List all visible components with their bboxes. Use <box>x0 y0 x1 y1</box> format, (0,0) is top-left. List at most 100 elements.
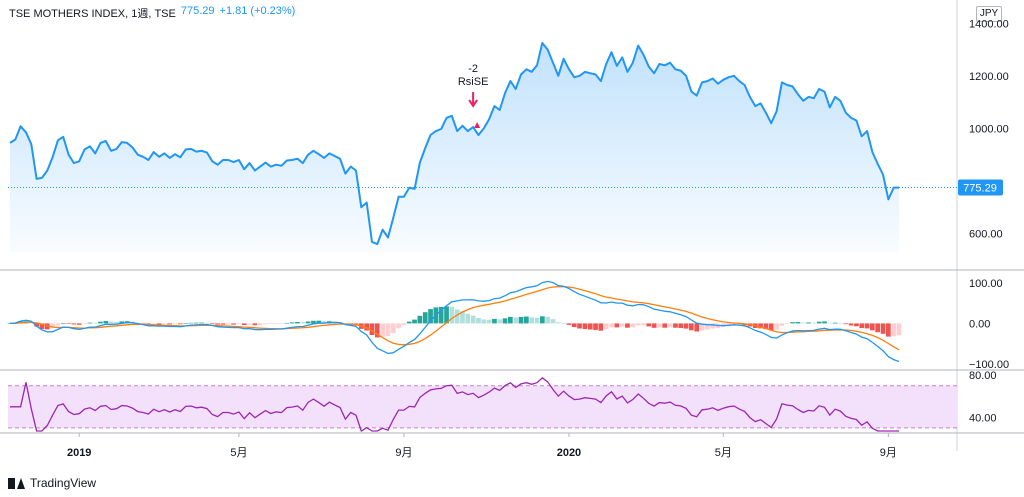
macd-histogram-bar <box>215 323 220 325</box>
macd-histogram-bar <box>593 323 598 330</box>
macd-histogram-bar <box>412 319 417 324</box>
macd-histogram-bar <box>60 323 66 324</box>
macd-histogram-bar <box>28 322 34 324</box>
macd-histogram-bar <box>598 323 604 331</box>
macd-histogram-bar <box>444 306 449 324</box>
macd-histogram-bar <box>550 319 556 324</box>
macd-histogram-bar <box>891 323 896 337</box>
macd-histogram-bar <box>577 323 582 329</box>
chart-canvas[interactable]: 775.29 600.00 1000.00 1200.00 1400.00 -2RsiSE… <box>0 0 1024 472</box>
macd-histogram-bar <box>524 316 529 324</box>
macd-histogram-bar <box>279 323 284 324</box>
macd-histogram-bar <box>167 323 172 325</box>
macd-histogram-bar <box>864 323 870 329</box>
rsi-line[interactable] <box>10 377 899 432</box>
macd-histogram-bar <box>854 323 859 327</box>
macd-histogram-bar <box>7 323 13 324</box>
annotation-count: -2 <box>468 63 478 75</box>
macd-histogram-bar <box>614 323 620 328</box>
macd-histogram-bar <box>806 322 811 324</box>
price-axis-tick: 600.00 <box>969 229 1003 241</box>
macd-histogram-bar <box>635 323 641 326</box>
macd-signal-line[interactable] <box>9 285 900 351</box>
signal-marker-icon <box>474 122 481 128</box>
macd-histogram-bar <box>76 323 82 325</box>
macd-histogram-bar <box>295 322 300 324</box>
price-line[interactable] <box>9 42 899 246</box>
macd-histogram-bar <box>183 323 188 324</box>
macd-histogram-bar <box>534 317 540 324</box>
macd-histogram-bar <box>454 309 460 324</box>
macd-histogram-bar <box>396 323 401 329</box>
last-price-badge-label: 775.29 <box>963 183 997 195</box>
macd-histogram-bar <box>502 318 508 324</box>
macd-histogram-bar <box>284 322 290 324</box>
macd-histogram-bar <box>108 321 114 324</box>
sell-signal-arrow-icon[interactable] <box>468 92 478 108</box>
macd-histogram-bar <box>518 316 524 324</box>
macd-histogram-bar <box>678 323 684 328</box>
macd-histogram-bar <box>630 323 636 328</box>
macd-histogram-bar <box>886 323 891 337</box>
macd-histogram-bar <box>800 322 806 324</box>
macd-histogram-bar <box>194 322 199 324</box>
macd-histogram-bar <box>822 321 827 324</box>
macd-histogram-bar <box>625 323 630 328</box>
macd-histogram-bar <box>268 323 274 325</box>
tradingview-logo-icon <box>8 477 25 489</box>
chart-header: TSE MOTHERS INDEX, 1週, TSE 775.29 +1.81 … <box>9 5 295 21</box>
annotation-label: RsiSE <box>458 76 489 88</box>
macd-histogram-bar <box>209 323 215 324</box>
macd-histogram-bar <box>699 323 705 331</box>
macd-line[interactable] <box>9 280 900 363</box>
macd-histogram-bar <box>273 323 279 324</box>
macd-histogram-bar <box>156 323 162 325</box>
macd-histogram-bar <box>380 323 385 337</box>
macd-histogram-bar <box>204 322 210 324</box>
macd-histogram-bar <box>460 311 465 324</box>
macd-histogram-bar <box>252 323 258 326</box>
macd-histogram-bar <box>71 323 77 325</box>
macd-histogram-bar <box>263 323 268 325</box>
brand-name: TradingView <box>30 476 97 490</box>
macd-histogram-bar <box>188 322 194 324</box>
macd-histogram-bar <box>816 321 822 324</box>
macd-histogram-bar <box>220 323 226 325</box>
macd-histogram-bar <box>178 323 183 325</box>
macd-histogram-bar <box>428 309 433 324</box>
macd-histogram-bar <box>449 306 455 324</box>
macd-histogram-bar <box>667 323 673 328</box>
macd-histogram-bar <box>257 323 263 325</box>
macd-histogram-bar <box>231 323 236 325</box>
macd-histogram-bar <box>438 306 444 324</box>
last-price-badge <box>958 179 1003 196</box>
macd-histogram-bar <box>848 323 854 326</box>
macd-histogram-bar <box>151 323 157 325</box>
macd-histogram-bar <box>34 323 39 327</box>
macd-histogram-bar <box>545 316 550 324</box>
macd-histogram-bar <box>417 315 423 324</box>
macd-histogram-bar <box>364 323 369 331</box>
macd-histogram-bar <box>103 321 109 324</box>
macd-histogram-bar <box>486 319 492 324</box>
currency-badge[interactable]: JPY <box>976 6 1002 22</box>
macd-histogram-bar <box>566 323 572 325</box>
macd-histogram-bar <box>619 323 625 327</box>
macd-histogram-bar <box>513 317 519 324</box>
time-axis-label: 5月 <box>230 447 247 459</box>
macd-histogram-bar <box>705 323 710 330</box>
macd-histogram-bar <box>114 321 119 324</box>
macd-histogram-bar <box>199 322 204 324</box>
macd-histogram-bar <box>300 322 306 324</box>
macd-histogram-bar <box>66 323 71 324</box>
price-axis-tick: 1400.00 <box>969 18 1009 30</box>
macd-histogram-bar <box>470 315 476 324</box>
macd-histogram-bar <box>369 323 375 335</box>
macd-histogram-bar <box>390 323 396 333</box>
tradingview-watermark[interactable]: TradingView <box>8 473 96 493</box>
macd-histogram-bar <box>571 323 577 328</box>
macd-histogram-bar <box>82 323 87 324</box>
price-change: +1.81 (+0.23%) <box>219 5 296 17</box>
macd-histogram-bar <box>736 323 742 326</box>
time-axis-label: 9月 <box>880 447 897 459</box>
